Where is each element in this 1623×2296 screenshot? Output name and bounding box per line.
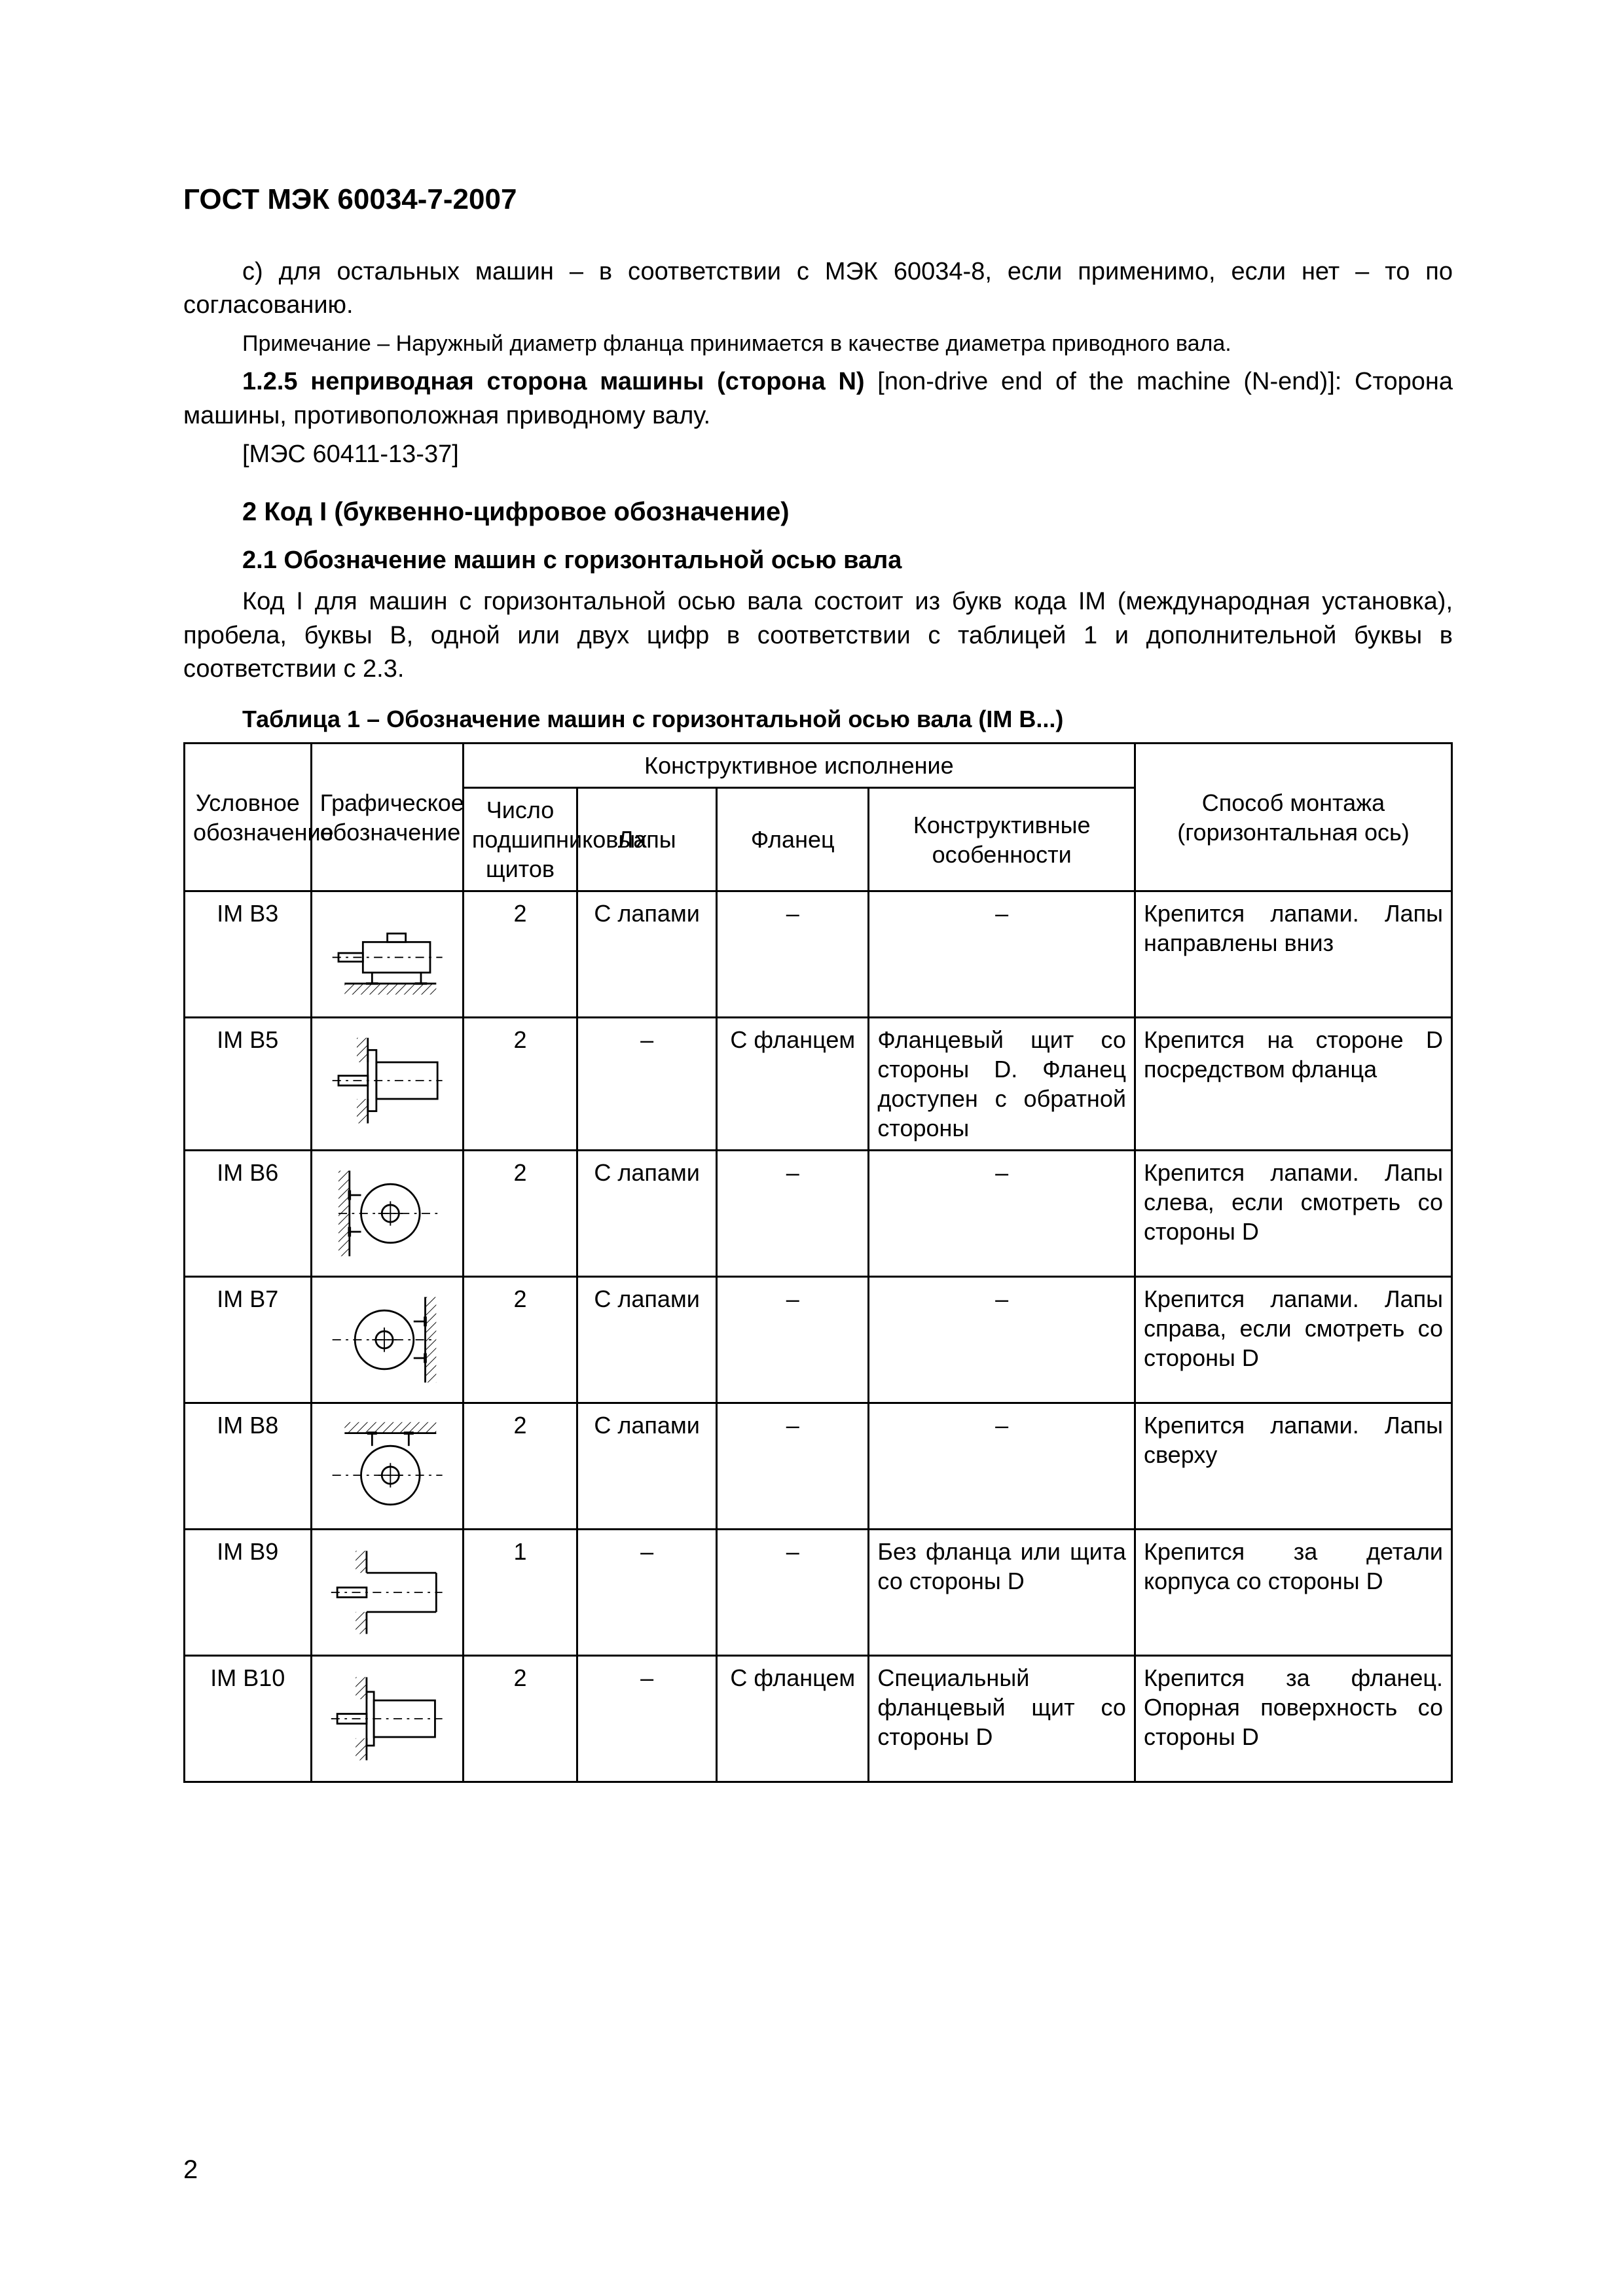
term-125: 1.2.5 неприводная сторона машины (сторон…: [242, 368, 877, 395]
cell-features: Без фланца или щита со стороны D: [869, 1530, 1135, 1656]
cell-mount: Крепится за детали корпуса со стороны D: [1135, 1530, 1451, 1656]
table-row: IM B3: [185, 891, 1452, 1018]
table-row: IM B5: [185, 1018, 1452, 1151]
cell-mount: Крепится лапами. Лапы справа, если смотр…: [1135, 1277, 1451, 1403]
cell-mount: Крепится лапами. Лапы направлены вниз: [1135, 891, 1451, 1018]
page-number: 2: [183, 2155, 198, 2185]
cell-bearings: 2: [463, 1277, 577, 1403]
cell-bearings: 2: [463, 1018, 577, 1151]
cell-mount: Крепится лапами. Лапы слева, если смотре…: [1135, 1151, 1451, 1277]
motor-b10-icon: [320, 1663, 454, 1774]
motor-b8-icon: [320, 1410, 454, 1522]
section-2-title: 2 Код I (буквенно-цифровое обозначение): [183, 497, 1453, 527]
cell-bearings: 2: [463, 1656, 577, 1782]
cell-flange: –: [717, 1277, 869, 1403]
cell-code: IM B6: [185, 1151, 312, 1277]
table-1-caption: Таблица 1 – Обозначение машин с горизонт…: [183, 706, 1453, 733]
table-1-body: IM B3: [185, 891, 1452, 1782]
th-features: Конструктивные особенности: [869, 788, 1135, 891]
cell-code: IM B5: [185, 1018, 312, 1151]
table-row: IM B8: [185, 1403, 1452, 1530]
cell-features: –: [869, 891, 1135, 1018]
cell-code: IM B7: [185, 1277, 312, 1403]
cell-bearings: 2: [463, 1403, 577, 1530]
cell-feet: С лапами: [577, 1277, 717, 1403]
table-1: Условное обозначение Графическое обознач…: [183, 742, 1453, 1783]
cell-bearings: 2: [463, 891, 577, 1018]
cell-code: IM B3: [185, 891, 312, 1018]
motor-b9-icon: [320, 1537, 454, 1648]
cell-feet: –: [577, 1018, 717, 1151]
table-row: IM B6: [185, 1151, 1452, 1277]
th-code: Условное обозначение: [185, 744, 312, 891]
cell-features: Специальный фланцевый щит со стороны D: [869, 1656, 1135, 1782]
th-bearings: Число подшипниковых щитов: [463, 788, 577, 891]
cell-features: –: [869, 1151, 1135, 1277]
motor-b7-icon: [320, 1284, 454, 1395]
table-row: IM B10: [185, 1656, 1452, 1782]
cell-graphic: [311, 1151, 463, 1277]
cell-graphic: [311, 1277, 463, 1403]
page: ГОСТ МЭК 60034-7-2007 c) для остальных м…: [0, 0, 1623, 2296]
paragraph-125: 1.2.5 неприводная сторона машины (сторон…: [183, 365, 1453, 433]
document-header: ГОСТ МЭК 60034-7-2007: [183, 183, 1453, 216]
cell-flange: –: [717, 1530, 869, 1656]
cell-mount: Крепится за фланец. Опорная поверхность …: [1135, 1656, 1451, 1782]
cell-feet: –: [577, 1530, 717, 1656]
section-21-title: 2.1 Обозначение машин с горизонтальной о…: [183, 547, 1453, 575]
cell-flange: С фланцем: [717, 1656, 869, 1782]
th-graphic: Графическое обозначение: [311, 744, 463, 891]
cell-feet: С лапами: [577, 1151, 717, 1277]
cell-graphic: [311, 1403, 463, 1530]
cell-features: –: [869, 1277, 1135, 1403]
table-1-head: Условное обозначение Графическое обознач…: [185, 744, 1452, 891]
cell-feet: С лапами: [577, 891, 717, 1018]
cell-graphic: [311, 1656, 463, 1782]
note-paragraph: Примечание – Наружный диаметр фланца при…: [183, 329, 1453, 359]
cell-graphic: [311, 1530, 463, 1656]
cell-features: Фланцевый щит со стороны D. Фланец досту…: [869, 1018, 1135, 1151]
table-row: IM B9: [185, 1530, 1452, 1656]
cell-graphic: [311, 1018, 463, 1151]
cell-feet: –: [577, 1656, 717, 1782]
th-mount: Способ монтажа (горизонтальная ось): [1135, 744, 1451, 891]
cell-mount: Крепится лапами. Лапы сверху: [1135, 1403, 1451, 1530]
cell-bearings: 1: [463, 1530, 577, 1656]
cell-flange: С фланцем: [717, 1018, 869, 1151]
cell-flange: –: [717, 1403, 869, 1530]
motor-b6-icon: [320, 1158, 454, 1269]
cell-bearings: 2: [463, 1151, 577, 1277]
paragraph-21: Код I для машин с горизонтальной осью ва…: [183, 585, 1453, 686]
th-flange: Фланец: [717, 788, 869, 891]
ref-mes: [МЭС 60411-13-37]: [183, 438, 1453, 471]
cell-code: IM B10: [185, 1656, 312, 1782]
cell-graphic: [311, 891, 463, 1018]
th-group: Конструктивное исполнение: [463, 744, 1135, 788]
table-row: IM B7: [185, 1277, 1452, 1403]
cell-flange: –: [717, 891, 869, 1018]
cell-code: IM B9: [185, 1530, 312, 1656]
cell-code: IM B8: [185, 1403, 312, 1530]
cell-mount: Крепится на стороне D посредством фланца: [1135, 1018, 1451, 1151]
motor-b3-icon: [320, 899, 454, 1010]
paragraph-c: c) для остальных машин – в соответствии …: [183, 255, 1453, 323]
cell-features: –: [869, 1403, 1135, 1530]
cell-feet: С лапами: [577, 1403, 717, 1530]
motor-b5-icon: [320, 1025, 454, 1136]
cell-flange: –: [717, 1151, 869, 1277]
